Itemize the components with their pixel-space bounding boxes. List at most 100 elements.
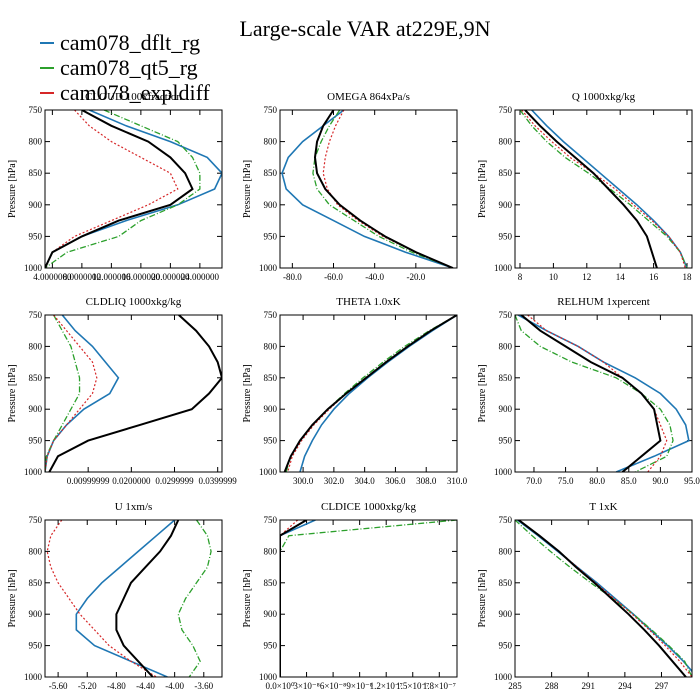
- profile-line: [45, 315, 98, 472]
- y-tick-label: 800: [29, 546, 43, 556]
- profile-line: [45, 110, 194, 268]
- profile-line: [283, 315, 457, 472]
- plot-frame: [514, 519, 693, 678]
- x-tick-label: 70.0: [526, 476, 542, 486]
- y-tick-label: 750: [264, 310, 278, 320]
- y-tick-label: 750: [29, 515, 43, 525]
- plot-frame: [514, 109, 693, 269]
- panel-title: CLDLIQ 1000xkg/kg: [86, 296, 182, 308]
- plot-frame: [514, 314, 693, 473]
- panel: THETA 1.0xK Pressure [hPa] 750 800 850 900 950…: [242, 296, 468, 486]
- x-tick-label: 24.000000: [181, 272, 220, 282]
- x-tick-label: 0.0399999: [199, 476, 238, 486]
- y-axis-label: Pressure [hPa]: [477, 160, 488, 218]
- x-tick-label: 291: [581, 681, 595, 691]
- x-tick-label: 0.00999999: [67, 476, 110, 486]
- x-tick-label: 75.0: [558, 476, 574, 486]
- y-tick-label: 800: [264, 137, 278, 147]
- profile-line: [518, 520, 692, 677]
- plot-frame: [44, 519, 223, 678]
- x-tick-label: 18: [682, 272, 692, 282]
- y-tick-label: 1000: [259, 467, 278, 477]
- x-tick-label: 285: [508, 681, 522, 691]
- plot-frame: [279, 314, 458, 473]
- x-tick-label: 16.000000: [122, 272, 161, 282]
- y-tick-label: 750: [499, 105, 513, 115]
- x-tick-label: -5.20: [78, 681, 97, 691]
- panel-title: CLOUD 100xfraction: [85, 91, 182, 103]
- x-tick-label: -3.60: [194, 681, 213, 691]
- x-tick-label: 85.0: [621, 476, 637, 486]
- y-tick-label: 850: [29, 373, 43, 383]
- y-tick-label: 850: [499, 578, 513, 588]
- profile-line: [519, 110, 688, 268]
- y-axis-label: Pressure [hPa]: [7, 160, 18, 218]
- y-tick-label: 750: [264, 105, 278, 115]
- x-tick-label: 20.000000: [151, 272, 190, 282]
- x-tick-label: 288: [545, 681, 559, 691]
- x-tick-label: -4.40: [136, 681, 155, 691]
- y-tick-label: 900: [499, 609, 513, 619]
- y-axis-label: Pressure [hPa]: [242, 364, 253, 422]
- y-tick-label: 1000: [24, 672, 43, 682]
- y-tick-label: 950: [29, 231, 43, 241]
- plot-frame: [279, 519, 458, 678]
- x-tick-label: 80.0: [589, 476, 605, 486]
- panel: CLDICE 1000xkg/kg Pressure [hPa] 750 800 850…: [242, 501, 458, 691]
- y-axis-label: Pressure [hPa]: [242, 160, 253, 218]
- panel: CLDLIQ 1000xkg/kg Pressure [hPa] 750 800 850…: [7, 296, 237, 486]
- x-tick-label: 1.5×10⁻⁷: [396, 681, 429, 691]
- y-tick-label: 800: [29, 341, 43, 351]
- y-tick-label: 1000: [259, 672, 278, 682]
- y-tick-label: 750: [264, 515, 278, 525]
- x-tick-label: 308.0: [416, 476, 437, 486]
- y-tick-label: 800: [29, 137, 43, 147]
- y-tick-label: 750: [29, 105, 43, 115]
- panel-title: THETA 1.0xK: [336, 296, 401, 308]
- y-tick-label: 950: [499, 436, 513, 446]
- y-tick-label: 850: [29, 578, 43, 588]
- y-axis-label: Pressure [hPa]: [7, 569, 18, 627]
- profile-line: [45, 110, 201, 268]
- x-tick-label: 95.0: [684, 476, 700, 486]
- x-tick-label: 4.0000000: [33, 272, 72, 282]
- plot-frame: [279, 109, 458, 269]
- x-tick-label: 297: [655, 681, 669, 691]
- y-tick-label: 750: [499, 310, 513, 320]
- y-tick-label: 900: [29, 609, 43, 619]
- y-tick-label: 950: [29, 436, 43, 446]
- panel: U 1xm/s Pressure [hPa] 750 800 850 900 950 1000…: [7, 501, 223, 691]
- x-tick-label: 0.0200000: [112, 476, 151, 486]
- profile-line: [521, 110, 686, 268]
- y-tick-label: 850: [499, 168, 513, 178]
- y-tick-label: 850: [29, 168, 43, 178]
- y-tick-label: 900: [264, 404, 278, 414]
- profile-line: [520, 315, 662, 472]
- y-tick-label: 900: [29, 200, 43, 210]
- plot-frame: [44, 109, 223, 269]
- panel: OMEGA 864xPa/s Pressure [hPa] 750 800 850 900…: [242, 91, 458, 282]
- panel-title: CLDICE 1000xkg/kg: [321, 501, 417, 513]
- x-tick-label: 0.0×10⁰: [266, 681, 295, 691]
- y-tick-label: 850: [264, 168, 278, 178]
- panel-title: U 1xm/s: [115, 501, 153, 513]
- x-tick-label: 3×10⁻⁸: [293, 681, 319, 691]
- x-tick-label: 9×10⁻⁸: [346, 681, 372, 691]
- x-tick-label: 12: [582, 272, 591, 282]
- y-tick-label: 950: [499, 641, 513, 651]
- legend-label: cam078_qt5_rg: [60, 55, 198, 80]
- profile-line: [48, 315, 222, 472]
- y-axis-label: Pressure [hPa]: [477, 569, 488, 627]
- profile-line: [518, 520, 687, 677]
- x-tick-label: 16: [649, 272, 659, 282]
- y-tick-label: 800: [264, 546, 278, 556]
- y-tick-label: 950: [264, 231, 278, 241]
- x-tick-label: 6×10⁻⁸: [320, 681, 346, 691]
- y-axis-label: Pressure [hPa]: [477, 364, 488, 422]
- profile-line: [313, 110, 454, 268]
- y-tick-label: 1000: [494, 263, 513, 273]
- y-tick-label: 750: [29, 310, 43, 320]
